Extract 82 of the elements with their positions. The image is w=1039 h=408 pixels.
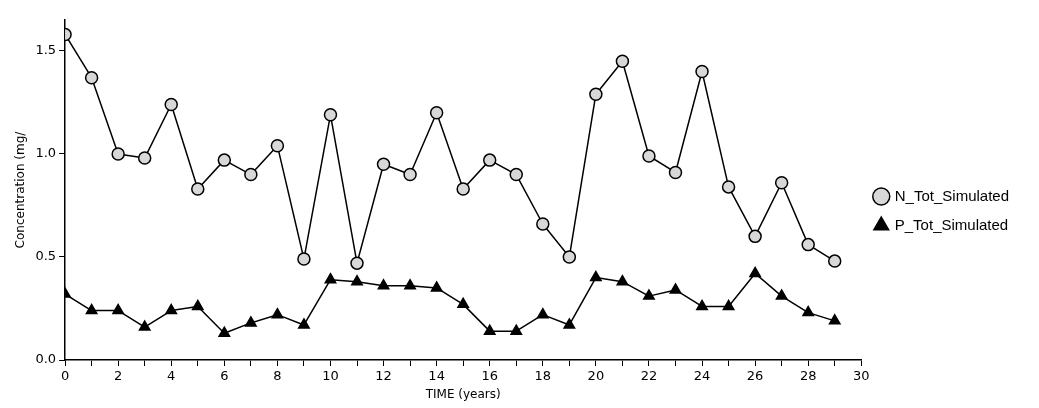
y-axis-title: Concentration (mg/ <box>13 130 28 249</box>
point <box>244 167 258 182</box>
point <box>589 87 603 101</box>
x-tick-label: 12 <box>375 368 392 384</box>
point <box>721 180 736 194</box>
point <box>563 318 576 329</box>
point <box>510 324 523 335</box>
point <box>669 283 682 294</box>
point <box>191 299 204 311</box>
y-tick-label: 0.5 <box>35 248 57 264</box>
point <box>137 151 152 165</box>
point <box>643 289 655 300</box>
point <box>138 320 151 331</box>
point <box>324 272 337 284</box>
x-tick-label: 10 <box>322 368 339 384</box>
point <box>828 314 841 325</box>
x-tick-label: 2 <box>114 368 123 384</box>
point <box>403 167 417 182</box>
point <box>85 303 98 315</box>
point <box>456 182 470 196</box>
point <box>801 237 815 252</box>
point <box>350 256 364 270</box>
point <box>536 217 550 231</box>
point <box>668 165 683 180</box>
point <box>84 70 99 85</box>
point <box>457 297 470 309</box>
point <box>827 254 842 268</box>
x-tick-label: 0 <box>60 368 70 384</box>
point <box>112 303 125 315</box>
point <box>695 64 709 79</box>
point <box>404 279 417 290</box>
y-tick-label: 1.5 <box>35 42 57 58</box>
x-tick-label: 26 <box>746 368 764 384</box>
point <box>562 250 577 264</box>
y-tick-label: 1.0 <box>35 145 57 161</box>
point <box>774 176 789 190</box>
point <box>270 138 285 153</box>
point <box>642 149 656 163</box>
point <box>802 305 815 317</box>
x-tick-label: 18 <box>534 368 552 384</box>
point <box>748 229 762 244</box>
point <box>482 153 497 167</box>
point <box>696 299 708 311</box>
point <box>483 324 496 335</box>
point <box>351 274 363 286</box>
legend-label: P_Tot_Simulated <box>894 215 1009 233</box>
x-tick-label: 16 <box>481 368 498 384</box>
x-tick-label: 20 <box>587 368 605 384</box>
x-tick-label: 8 <box>273 368 282 384</box>
point <box>429 105 444 120</box>
point <box>218 326 231 337</box>
point <box>722 299 735 311</box>
point <box>615 54 630 68</box>
point <box>616 274 629 286</box>
x-tick-label: 24 <box>693 368 711 384</box>
point <box>244 316 257 327</box>
point <box>749 266 762 278</box>
point <box>376 157 391 171</box>
point <box>111 147 125 161</box>
x-tick-label: 28 <box>799 368 817 384</box>
y-tick-label: 0.0 <box>35 351 57 367</box>
point <box>164 97 178 112</box>
x-tick-label: 6 <box>220 368 229 384</box>
point <box>509 167 523 182</box>
point <box>297 318 310 329</box>
point <box>775 289 788 300</box>
x-tick-label: 4 <box>167 368 176 384</box>
point <box>323 108 338 122</box>
x-tick-label: 22 <box>640 368 658 384</box>
point <box>430 281 443 292</box>
legend-label: N_Tot_Simulated <box>894 186 1010 204</box>
point <box>589 270 602 282</box>
x-tick-label: 30 <box>853 368 870 384</box>
x-tick-label: 14 <box>428 368 445 384</box>
point <box>191 182 205 196</box>
point <box>165 303 178 315</box>
point <box>536 307 549 319</box>
x-axis-title: TIME (years) <box>424 386 501 401</box>
point <box>217 153 232 167</box>
point <box>297 252 311 266</box>
point <box>377 279 390 290</box>
point <box>271 307 284 319</box>
